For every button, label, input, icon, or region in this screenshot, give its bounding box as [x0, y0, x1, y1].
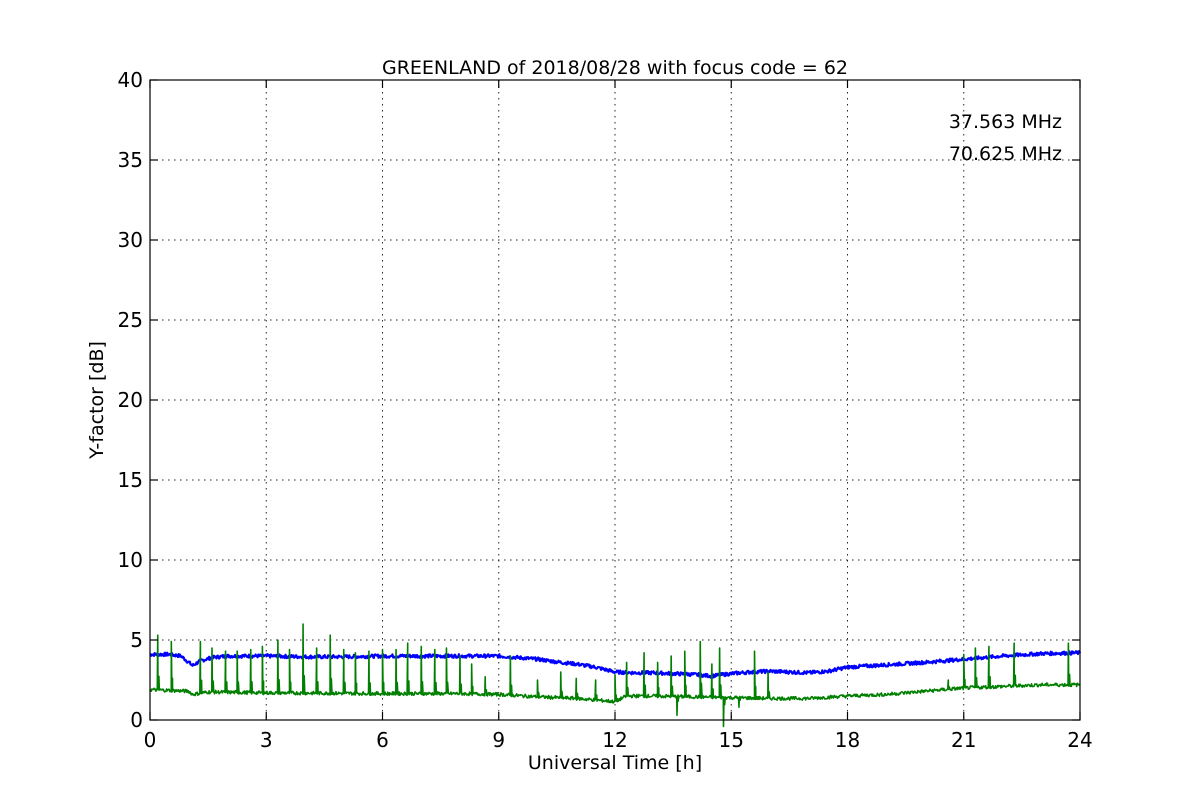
series-line-70-625-mhz — [149, 623, 1081, 728]
x-tick-label: 18 — [835, 728, 860, 752]
chart-title: GREENLAND of 2018/08/28 with focus code … — [382, 57, 848, 79]
y-tick-label: 10 — [118, 548, 143, 572]
y-tick-label: 5 — [130, 628, 143, 652]
x-tick-labels: 0 3 6 9 12 15 18 21 24 — [144, 728, 1093, 752]
x-tick-label: 24 — [1067, 728, 1092, 752]
y-tick-label: 15 — [118, 468, 143, 492]
legend-entry-70-625-mhz: 70.625 MHz — [949, 143, 1062, 165]
y-tick-labels: 0 5 10 15 20 25 30 35 40 — [118, 68, 143, 732]
y-tick-label: 30 — [118, 228, 143, 252]
y-tick-label: 40 — [118, 68, 143, 92]
x-tick-label: 15 — [719, 728, 744, 752]
x-tick-label: 12 — [602, 728, 627, 752]
x-tick-label: 9 — [492, 728, 505, 752]
x-tick-label: 0 — [144, 728, 157, 752]
y-tick-label: 20 — [118, 388, 143, 412]
x-tick-label: 21 — [951, 728, 976, 752]
x-tick-label: 3 — [260, 728, 273, 752]
y-tick-label: 25 — [118, 308, 143, 332]
x-tick-label: 6 — [376, 728, 389, 752]
legend-entry-37-563-mhz: 37.563 MHz — [949, 111, 1062, 133]
y-axis-title: Y-factor [dB] — [86, 341, 108, 460]
grid — [150, 80, 1080, 720]
series-line-37-563-mhz — [149, 650, 1082, 679]
y-tick-label: 35 — [118, 148, 143, 172]
legend: 37.563 MHz 70.625 MHz — [949, 111, 1062, 165]
plot-lines — [149, 623, 1082, 728]
x-axis-title: Universal Time [h] — [528, 752, 702, 774]
axis-ticks — [149, 79, 1081, 721]
y-tick-label: 0 — [130, 708, 143, 732]
